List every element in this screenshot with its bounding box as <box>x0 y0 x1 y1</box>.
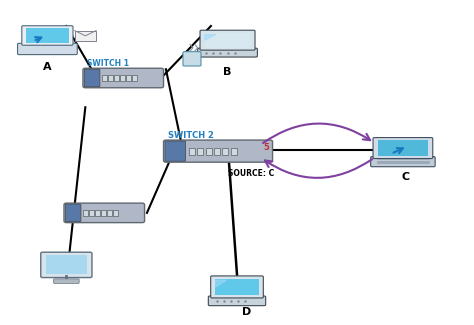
FancyBboxPatch shape <box>64 203 145 223</box>
FancyBboxPatch shape <box>200 30 255 50</box>
FancyArrowPatch shape <box>265 159 372 178</box>
FancyBboxPatch shape <box>371 157 435 167</box>
FancyBboxPatch shape <box>108 75 113 81</box>
FancyBboxPatch shape <box>205 33 250 47</box>
FancyBboxPatch shape <box>84 69 100 87</box>
FancyBboxPatch shape <box>165 141 186 161</box>
Text: 5: 5 <box>263 143 269 152</box>
Polygon shape <box>205 34 216 40</box>
FancyBboxPatch shape <box>22 26 73 45</box>
Text: D: D <box>242 307 251 317</box>
FancyBboxPatch shape <box>46 255 87 274</box>
FancyBboxPatch shape <box>209 296 265 305</box>
Text: A: A <box>43 62 52 72</box>
FancyBboxPatch shape <box>26 28 69 43</box>
FancyBboxPatch shape <box>75 31 96 41</box>
FancyBboxPatch shape <box>222 148 228 155</box>
Text: C: C <box>401 172 410 182</box>
FancyBboxPatch shape <box>126 75 131 81</box>
FancyBboxPatch shape <box>89 210 94 216</box>
FancyBboxPatch shape <box>198 48 257 57</box>
FancyBboxPatch shape <box>114 75 118 81</box>
FancyArrowPatch shape <box>263 124 370 143</box>
FancyBboxPatch shape <box>215 279 259 295</box>
Text: B: B <box>223 67 232 77</box>
FancyBboxPatch shape <box>197 148 203 155</box>
FancyBboxPatch shape <box>54 279 79 283</box>
FancyBboxPatch shape <box>83 68 164 88</box>
FancyBboxPatch shape <box>373 137 433 159</box>
FancyBboxPatch shape <box>95 210 100 216</box>
FancyBboxPatch shape <box>183 52 201 66</box>
FancyBboxPatch shape <box>230 148 237 155</box>
FancyBboxPatch shape <box>206 148 212 155</box>
FancyBboxPatch shape <box>378 140 428 156</box>
FancyBboxPatch shape <box>102 75 107 81</box>
FancyBboxPatch shape <box>107 210 112 216</box>
FancyBboxPatch shape <box>41 252 92 278</box>
FancyBboxPatch shape <box>18 43 77 55</box>
Text: SOURCE: C: SOURCE: C <box>228 169 274 178</box>
FancyBboxPatch shape <box>210 276 264 298</box>
FancyBboxPatch shape <box>65 204 81 222</box>
FancyBboxPatch shape <box>214 148 220 155</box>
FancyBboxPatch shape <box>83 210 88 216</box>
Polygon shape <box>215 280 227 287</box>
Text: SWITCH 2: SWITCH 2 <box>168 131 214 140</box>
Text: SWITCH 1: SWITCH 1 <box>87 59 129 68</box>
FancyBboxPatch shape <box>113 210 118 216</box>
FancyBboxPatch shape <box>189 148 195 155</box>
FancyBboxPatch shape <box>132 75 137 81</box>
FancyBboxPatch shape <box>101 210 106 216</box>
FancyBboxPatch shape <box>164 140 273 162</box>
FancyBboxPatch shape <box>120 75 125 81</box>
